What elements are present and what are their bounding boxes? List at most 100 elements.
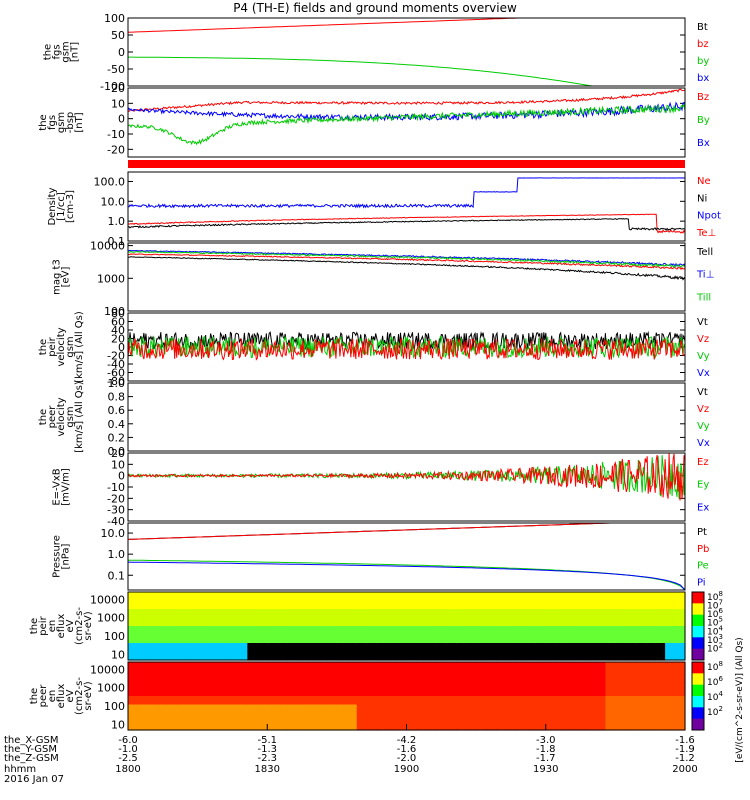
spectrogram-cell (316, 704, 328, 710)
spectrogram-cell (605, 630, 616, 636)
spectrogram-cell (386, 700, 398, 706)
spectrogram-cell (137, 725, 149, 731)
spectrogram-cell (505, 679, 517, 684)
spectrogram-cell (436, 630, 447, 636)
spectrogram-cell (665, 630, 676, 636)
spectrogram-cell (316, 721, 328, 727)
spectrogram-cell (505, 725, 517, 731)
ephemeris-value: -1.3 (257, 744, 277, 755)
spectrogram-cell (645, 617, 656, 623)
spectrogram-cell (376, 604, 388, 610)
spectrogram-cell (555, 691, 567, 697)
ephemeris-label: the_Z-GSM (4, 753, 59, 764)
spectrogram-cell (247, 670, 258, 676)
colorbar-segment (692, 626, 704, 638)
spectrogram-cell (505, 721, 517, 727)
spectrogram-cell (665, 700, 676, 706)
spectrogram-cell (466, 713, 477, 718)
spectrogram-cell (356, 696, 368, 701)
spectrogram-cell (665, 634, 676, 640)
spectrogram-cell (645, 626, 656, 631)
spectrogram-cell (505, 596, 517, 602)
spectrogram-cell (575, 708, 587, 714)
spectrogram-cell (595, 691, 607, 697)
spectrogram-cell (615, 600, 626, 606)
spectrogram-cell (177, 621, 189, 627)
spectrogram-cell (177, 643, 189, 648)
spectrogram-cell (515, 687, 527, 693)
spectrogram-cell (635, 704, 646, 710)
panel-frame (127, 591, 686, 661)
spectrogram-cell (147, 651, 159, 657)
spectrogram-cell (575, 655, 587, 661)
spectrogram-cell (585, 679, 597, 684)
spectrogram-cell (585, 609, 597, 614)
spectrogram-cell (287, 721, 298, 727)
spectrogram-cell (267, 717, 278, 723)
spectrogram-cell (307, 704, 318, 710)
spectrogram-cell (277, 638, 288, 644)
spectrogram-cell (366, 626, 378, 631)
spectrogram-cell (665, 647, 676, 653)
spectrogram-cell (446, 613, 457, 619)
spectrogram-cell (128, 691, 139, 697)
spectrogram-cell (615, 613, 626, 619)
spectrogram-cell (197, 662, 209, 667)
spectrogram-cell (316, 713, 328, 718)
spectrogram-cell (665, 708, 676, 714)
spectrogram-cell (675, 679, 686, 684)
spectrogram-cell (227, 700, 239, 706)
spectrogram-cell (406, 700, 418, 706)
spectrogram-cell (336, 651, 348, 657)
spectrogram-cell (217, 592, 229, 597)
spectrogram-cell (177, 630, 189, 636)
spectrogram-cell (207, 604, 219, 610)
spectrogram-cell (505, 687, 517, 693)
spectrogram-cell (545, 638, 557, 644)
spectrogram-cell (575, 696, 587, 701)
spectrogram-cell (366, 655, 378, 661)
y-axis-label: the (38, 339, 49, 355)
spectrogram-cell (585, 600, 597, 606)
spectrogram-cell (386, 679, 398, 684)
spectrogram-cell (336, 634, 348, 640)
panel-frame (127, 17, 686, 87)
spectrogram-cell (505, 708, 517, 714)
spectrogram-cell (565, 679, 577, 684)
spectrogram-cell (505, 604, 517, 610)
spectrogram-cell (237, 630, 248, 636)
spectrogram-cell (177, 679, 189, 684)
spectrogram-cell (227, 617, 239, 623)
series-by-dsl (127, 103, 686, 146)
spectrogram-cell (416, 630, 427, 636)
spectrogram-cell (247, 643, 258, 648)
spectrogram-cell (277, 696, 288, 701)
spectrogram-cell (227, 713, 239, 718)
spectrogram-cell (277, 630, 288, 636)
spectrogram-cell (197, 592, 209, 597)
spectrogram-cell (257, 696, 268, 701)
spectrogram-cell (525, 713, 537, 718)
spectrogram-cell (436, 609, 447, 614)
spectrogram-cell (466, 609, 477, 614)
spectrogram-cell (655, 638, 666, 644)
spectrogram-cell (416, 592, 427, 597)
spectrogram-cell (505, 674, 517, 680)
spectrogram-cell (406, 708, 418, 714)
spectrogram-cell (277, 700, 288, 706)
spectrogram-cell (157, 626, 169, 631)
spectrogram-cell (446, 643, 457, 648)
spectrogram-cell (287, 717, 298, 723)
spectrogram-cell (406, 713, 418, 718)
spectrogram-cell (565, 662, 577, 667)
spectrogram-cell (436, 600, 447, 606)
spectrogram-cell (446, 651, 457, 657)
spectrogram-cell (575, 651, 587, 657)
spectrogram-cell (456, 592, 467, 597)
spectrogram-cell (645, 643, 656, 648)
spectrogram-cell (466, 696, 477, 701)
spectrogram-cell (645, 696, 656, 701)
spectrogram-cell (645, 630, 656, 636)
spectrogram-cell (645, 596, 656, 602)
spectrogram-cell (217, 717, 229, 723)
